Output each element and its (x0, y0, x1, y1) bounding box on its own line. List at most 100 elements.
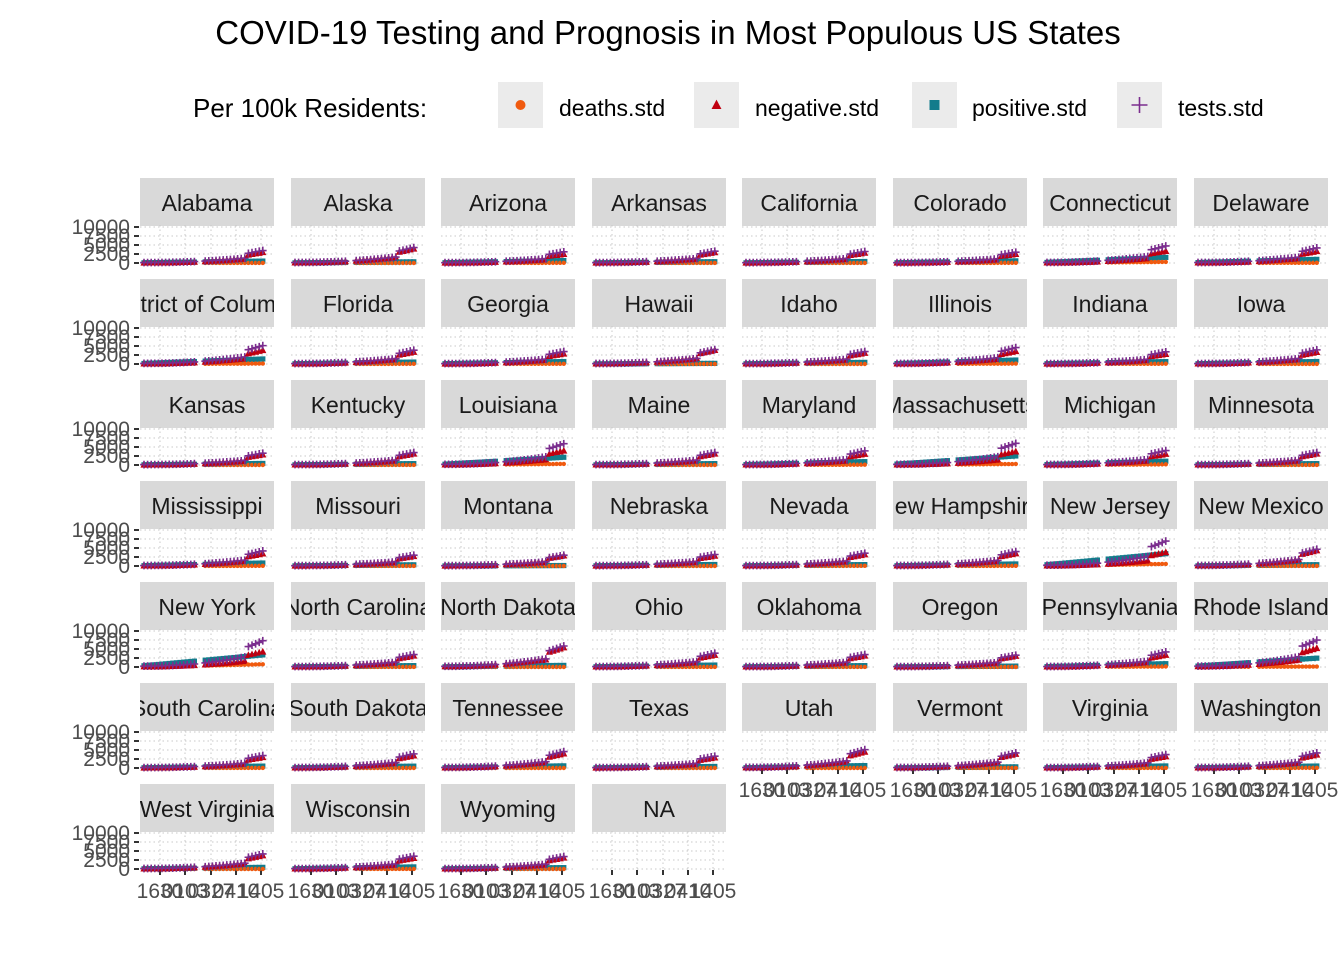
facet-arkansas: Arkansas (592, 178, 726, 266)
death-point (1315, 362, 1319, 366)
death-point (412, 261, 416, 265)
death-point (261, 564, 265, 568)
death-point (412, 362, 416, 366)
facet-strip-label: Maine (628, 392, 691, 418)
facet-data (140, 547, 266, 569)
death-point (863, 463, 867, 467)
y-tick-label: 10000 (72, 519, 130, 542)
tests-point (252, 640, 260, 648)
facet-idaho: Idaho (742, 279, 876, 367)
facet-massachusetts: Massachusetts (883, 380, 1036, 468)
tests-point (1162, 242, 1170, 250)
positive-point (1163, 255, 1168, 260)
legend-label: negative.std (755, 95, 879, 121)
death-point (261, 361, 265, 365)
facet-strip-label: New Hampshire (878, 493, 1042, 519)
facet-florida: Florida (291, 279, 425, 367)
facet-data (742, 248, 868, 267)
legend-marker (516, 100, 526, 110)
death-point (713, 463, 717, 467)
death-point (562, 462, 566, 466)
facet-minnesota: Minnesota (1194, 380, 1328, 468)
facet-strip-label: Louisiana (459, 392, 558, 418)
facet-louisiana: Louisiana (441, 380, 575, 468)
facet-delaware: Delaware (1194, 178, 1328, 266)
legend-marker (930, 100, 940, 110)
facet-data (441, 248, 567, 266)
death-point (1315, 564, 1319, 568)
facet-data (893, 439, 1019, 468)
facet-data (291, 551, 417, 569)
facet-missouri: Missouri (291, 481, 425, 569)
facet-indiana: Indiana (1043, 279, 1177, 367)
facet-michigan: Michigan (1043, 380, 1177, 468)
tests-point (1155, 540, 1163, 548)
y-tick-label: 10000 (72, 620, 130, 643)
facet-data (592, 449, 718, 469)
facet-north-carolina: North Carolina (284, 582, 432, 670)
facet-maine: Maine (592, 380, 726, 468)
facet-new-mexico: New Mexico (1194, 481, 1328, 569)
facet-strip-label: Maryland (762, 392, 857, 418)
facet-strip-label: Arkansas (611, 190, 707, 216)
facet-maryland: Maryland (742, 380, 876, 468)
facet-data (1194, 346, 1320, 367)
facet-nevada: Nevada (742, 481, 876, 569)
facet-data (742, 348, 868, 368)
facet-data (1194, 244, 1320, 266)
death-point (713, 362, 717, 366)
facet-new-hampshire: New Hampshire (878, 481, 1042, 569)
death-point (412, 564, 416, 568)
facet-strip-label: Nevada (769, 493, 848, 519)
death-point (1164, 462, 1168, 466)
tests-point (553, 442, 561, 450)
tests-point (1148, 543, 1156, 551)
legend: Per 100k Residents: deaths.std negative.s… (193, 82, 1264, 128)
facet-data (1194, 449, 1320, 469)
facet-data (1043, 447, 1169, 469)
facet-data (291, 449, 417, 469)
tests-point (1162, 537, 1170, 545)
facet-strip-label: Mississippi (151, 493, 262, 519)
legend-entry-positive-std: positive.std (912, 82, 1087, 128)
facet-data (1043, 348, 1169, 367)
facet-data (592, 247, 718, 266)
y-tick-label: 10000 (72, 317, 130, 340)
tests-point (549, 443, 557, 451)
facet-strip-label: Alaska (323, 190, 392, 216)
legend-label: deaths.std (559, 95, 665, 121)
tests-point (259, 342, 267, 350)
facet-data (893, 248, 1019, 266)
facet-strip-label: Missouri (315, 493, 401, 519)
legend-title: Per 100k Residents: (193, 93, 427, 123)
death-point (713, 261, 717, 265)
tests-point (245, 643, 253, 651)
facet-alaska: Alaska (291, 178, 425, 266)
death-point (1164, 362, 1168, 366)
positive-point (260, 356, 265, 361)
death-point (1164, 260, 1168, 264)
facet-strip-label: Minnesota (1208, 392, 1314, 418)
facet-kentucky: Kentucky (291, 380, 425, 468)
facet-data (742, 549, 868, 569)
facet-strip-label: Florida (323, 291, 394, 317)
facet-strip-label: Hawaii (624, 291, 693, 317)
facet-strip-label: District of Columbia (107, 291, 307, 317)
death-point (1315, 463, 1319, 467)
facet-strip-label: Montana (463, 493, 553, 519)
facet-new-jersey: New Jersey (1043, 481, 1177, 569)
death-point (562, 362, 566, 366)
tests-point (259, 637, 267, 645)
y-tick-label: 10000 (72, 418, 130, 441)
death-point (261, 463, 265, 467)
tests-point (1158, 539, 1166, 547)
death-point (1014, 564, 1018, 568)
facet-connecticut: Connecticut (1043, 178, 1177, 266)
